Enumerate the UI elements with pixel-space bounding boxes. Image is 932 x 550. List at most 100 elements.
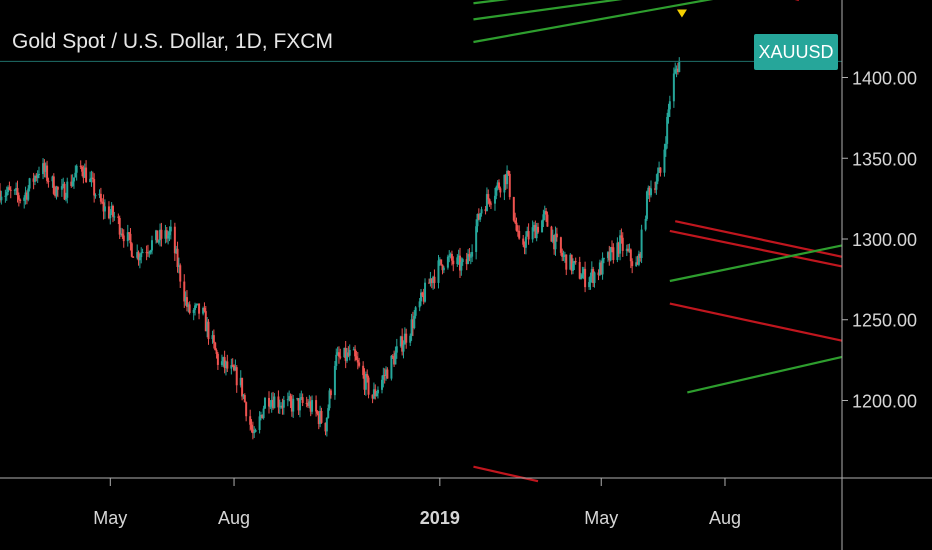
candle-body xyxy=(4,195,7,197)
candle-body xyxy=(621,237,624,251)
candle-body xyxy=(220,361,223,365)
candle-body xyxy=(102,202,105,212)
candle-body xyxy=(288,396,291,400)
candle-body xyxy=(537,226,540,233)
candle-body xyxy=(113,216,116,218)
candle-body xyxy=(251,429,254,434)
candle-body xyxy=(215,350,218,354)
candle-body xyxy=(17,195,20,200)
candle-body xyxy=(559,237,562,253)
candle-body xyxy=(286,399,289,401)
candle-body xyxy=(130,243,133,257)
candle-body xyxy=(667,109,670,117)
candle-body xyxy=(277,396,280,408)
candle-body xyxy=(149,250,152,253)
x-tick-label: May xyxy=(93,508,127,528)
candle-body xyxy=(573,261,576,264)
candle-body xyxy=(305,402,308,404)
candle-body xyxy=(524,236,527,248)
candle-body xyxy=(148,252,151,254)
y-tick-label: 1250.00 xyxy=(852,311,917,331)
candle-body xyxy=(38,173,41,175)
candle-body xyxy=(399,336,402,347)
candle-body xyxy=(578,261,581,279)
candle-body xyxy=(120,233,123,235)
candle-body xyxy=(598,262,601,276)
candle-body xyxy=(422,295,425,302)
candle-body xyxy=(117,216,120,218)
candle-body xyxy=(467,254,470,265)
candle-body xyxy=(354,349,357,357)
candle-body xyxy=(93,179,96,196)
candle-body xyxy=(324,422,327,432)
candle-body xyxy=(654,188,657,190)
candle-body xyxy=(636,262,639,265)
candle-body xyxy=(565,254,568,270)
candle-body xyxy=(640,229,643,258)
candle-body xyxy=(89,178,92,182)
candle-body xyxy=(498,182,501,189)
candle-body xyxy=(159,229,162,241)
y-tick-label: 1200.00 xyxy=(852,391,917,411)
candle-body xyxy=(194,305,197,310)
candle-body xyxy=(99,193,102,202)
candle-body xyxy=(676,68,679,73)
y-tick-label: 1350.00 xyxy=(852,149,917,169)
candle-body xyxy=(91,177,94,180)
candle-body xyxy=(121,233,124,236)
candle-body xyxy=(506,170,509,185)
candle-body xyxy=(156,230,159,243)
candle-body xyxy=(202,307,205,314)
candle-body xyxy=(15,188,18,190)
candle-body xyxy=(136,252,139,258)
candle-body xyxy=(366,374,369,378)
candle-body xyxy=(164,230,167,239)
candle-body xyxy=(8,187,11,190)
candle-body xyxy=(410,319,413,336)
candle-body xyxy=(625,248,628,251)
trendline-support xyxy=(669,244,843,283)
candle-body xyxy=(66,181,69,198)
candles xyxy=(0,57,681,440)
candle-body xyxy=(659,167,662,173)
candle-body xyxy=(204,311,207,332)
candle-body xyxy=(371,394,374,399)
candle-body xyxy=(71,181,74,186)
candle-body xyxy=(327,408,330,418)
candle-body xyxy=(602,258,605,260)
candle-body xyxy=(325,417,328,432)
trendline-resistance xyxy=(473,465,539,483)
candle-body xyxy=(413,315,416,329)
candle-body xyxy=(60,186,63,190)
candle-body xyxy=(390,355,393,379)
candle-body xyxy=(270,399,273,407)
candle-body xyxy=(222,357,225,362)
candle-body xyxy=(523,244,526,248)
candle-body xyxy=(526,231,529,237)
candle-body xyxy=(534,225,537,239)
candle-body xyxy=(592,269,595,283)
candle-body xyxy=(343,347,346,358)
trendlines xyxy=(473,0,843,483)
candle-body xyxy=(241,377,244,397)
candle-body xyxy=(429,278,432,284)
candle-body xyxy=(98,193,101,196)
candle-body xyxy=(418,301,421,308)
candle-body xyxy=(372,389,375,399)
symbol-price-tag[interactable]: XAUUSD xyxy=(754,34,838,70)
candle-body xyxy=(309,401,312,412)
candle-body xyxy=(484,209,487,212)
candle-body xyxy=(647,187,650,192)
candle-body xyxy=(75,165,78,173)
candle-body xyxy=(212,335,215,343)
candle-body xyxy=(118,217,121,235)
candle-body xyxy=(409,335,412,343)
candle-body xyxy=(195,304,198,306)
candle-body xyxy=(282,400,285,408)
candle-body xyxy=(504,174,507,185)
candle-body xyxy=(146,252,149,254)
candle-body xyxy=(79,165,82,167)
candle-body xyxy=(329,390,332,396)
